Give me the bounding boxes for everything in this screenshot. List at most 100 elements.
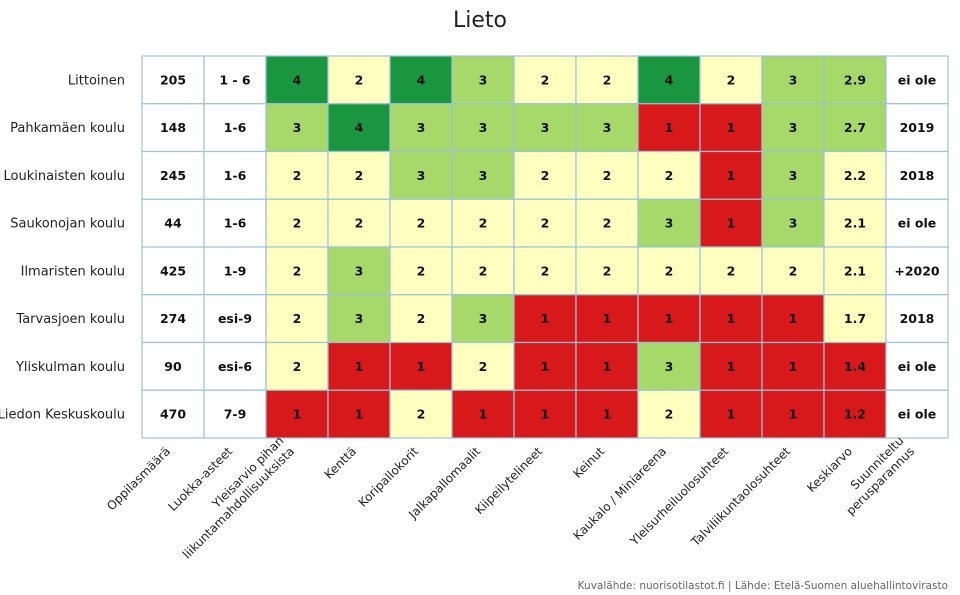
renovation-cell: ei ole: [898, 72, 936, 87]
score-cell: 1: [541, 311, 550, 326]
score-cell-bg: [761, 294, 825, 344]
score-cell: 1: [789, 359, 798, 374]
students-cell-bg: [141, 389, 205, 439]
score-cell: 2: [541, 263, 550, 278]
students-cell: 205: [160, 72, 186, 87]
column-label-line: Koripallokorit: [356, 444, 422, 510]
score-cell-bg: [389, 389, 453, 439]
chart-title: Lieto: [453, 8, 507, 33]
students-cell-bg: [141, 294, 205, 344]
grades-cell: 1-9: [224, 263, 247, 278]
score-cell: 1: [789, 407, 798, 422]
score-cell: 3: [479, 120, 488, 135]
students-cell: 245: [160, 168, 186, 183]
score-cell: 4: [417, 72, 426, 87]
students-cell-bg: [141, 246, 205, 296]
score-cell: 3: [789, 168, 798, 183]
column-label: Koripallokorit: [356, 444, 422, 510]
score-cell-bg: [699, 150, 763, 200]
score-cell-bg: [451, 341, 515, 391]
grades-cell-bg: [203, 294, 267, 344]
grades-cell: 1 - 6: [219, 72, 251, 87]
score-cell-bg: [389, 341, 453, 391]
renovation-cell-bg: [885, 389, 949, 439]
renovation-cell: 2018: [900, 311, 935, 326]
score-cell: 2: [293, 263, 302, 278]
score-cell: 4: [293, 72, 302, 87]
average-cell-bg: [823, 294, 887, 344]
score-cell: 2: [603, 216, 612, 231]
score-cell: 1: [727, 311, 736, 326]
score-cell: 1: [541, 407, 550, 422]
grades-cell: 1-6: [224, 216, 247, 231]
grades-cell-bg: [203, 55, 267, 105]
column-label: Keinut: [570, 444, 607, 481]
average-cell: 2.2: [844, 168, 866, 183]
column-label: Yleisurheiluolosuhteet: [627, 444, 732, 549]
score-cell-bg: [265, 103, 329, 153]
score-cell: 3: [479, 72, 488, 87]
average-cell: 2.1: [844, 263, 866, 278]
score-cell-bg: [575, 55, 639, 105]
table-grid: 205 1 - 6 4 2 4 3 2 2 4 2 3 2.9 ei ole 148 1-6 3 4 3 3 3 3 1 1…: [141, 55, 949, 439]
score-cell: 1: [293, 407, 302, 422]
renovation-cell-bg: [885, 341, 949, 391]
score-cell: 2: [293, 311, 302, 326]
score-cell: 2: [727, 263, 736, 278]
row-label: Ilmaristen koulu: [21, 264, 125, 279]
grades-cell-bg: [203, 150, 267, 200]
score-cell: 1: [417, 359, 426, 374]
students-cell: 148: [160, 120, 186, 135]
score-cell-bg: [327, 198, 391, 248]
score-cell: 1: [479, 407, 488, 422]
score-cell: 1: [355, 407, 364, 422]
score-cell: 2: [293, 216, 302, 231]
score-cell: 2: [665, 168, 674, 183]
average-cell-bg: [823, 246, 887, 296]
score-cell-bg: [327, 103, 391, 153]
score-cell: 2: [417, 407, 426, 422]
score-cell-bg: [575, 389, 639, 439]
score-cell: 2: [479, 359, 488, 374]
grades-cell: 7-9: [224, 407, 247, 422]
score-cell: 1: [727, 359, 736, 374]
column-label: Kiipeilytelineet: [472, 444, 545, 517]
score-cell-bg: [761, 198, 825, 248]
grades-cell: 1-6: [224, 168, 247, 183]
grades-cell: esi-6: [218, 359, 252, 374]
score-cell: 2: [417, 311, 426, 326]
score-cell: 3: [479, 311, 488, 326]
score-cell-bg: [699, 294, 763, 344]
score-cell-bg: [699, 341, 763, 391]
score-cell: 1: [727, 216, 736, 231]
average-cell: 1.2: [844, 407, 866, 422]
average-cell: 2.1: [844, 216, 866, 231]
renovation-cell-bg: [885, 246, 949, 296]
renovation-cell: +2020: [894, 263, 940, 278]
score-cell-bg: [451, 389, 515, 439]
score-cell: 1: [603, 311, 612, 326]
row-label: Littoinen: [68, 73, 125, 88]
score-cell-bg: [513, 246, 577, 296]
score-cell-bg: [451, 103, 515, 153]
score-cell: 3: [789, 216, 798, 231]
score-cell: 1: [541, 359, 550, 374]
score-cell-bg: [637, 341, 701, 391]
column-label: Talviliikuntaolosuhteet: [688, 444, 794, 550]
score-cell: 2: [417, 263, 426, 278]
score-cell: 3: [603, 120, 612, 135]
score-cell-bg: [513, 294, 577, 344]
students-cell-bg: [141, 198, 205, 248]
row-label: Yliskulman koulu: [15, 360, 125, 375]
students-cell-bg: [141, 341, 205, 391]
row-label: Liedon Keskuskoulu: [0, 408, 125, 423]
score-cell-bg: [637, 389, 701, 439]
score-cell-bg: [265, 341, 329, 391]
score-cell-bg: [451, 198, 515, 248]
students-cell: 44: [164, 216, 182, 231]
score-cell-bg: [265, 246, 329, 296]
score-cell-bg: [575, 294, 639, 344]
column-label: Kenttä: [322, 444, 359, 481]
score-cell: 1: [789, 311, 798, 326]
score-cell: 2: [541, 72, 550, 87]
